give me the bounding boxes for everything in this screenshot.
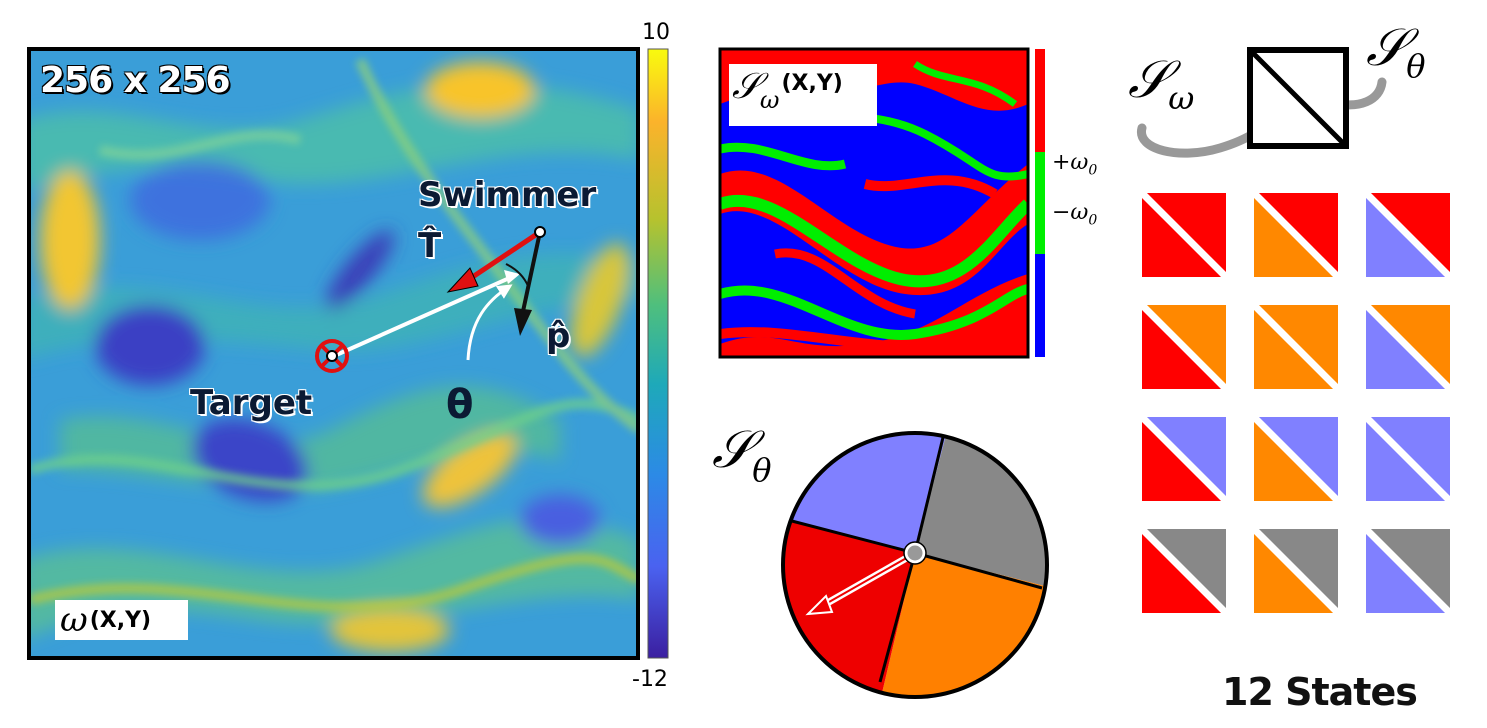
theta-pointer	[466, 284, 513, 361]
s-theta-symbol: 𝒮	[712, 420, 753, 480]
state-tile	[1363, 526, 1453, 616]
colorbar-max-label: 10	[642, 20, 670, 45]
field-label-box	[55, 600, 188, 640]
state-tile-divider	[1363, 302, 1453, 392]
state-tile-divider	[1139, 302, 1229, 392]
state-tile-divider	[1363, 414, 1453, 504]
state-tile	[1251, 190, 1341, 280]
state-tile-divider	[1251, 526, 1341, 616]
s-omega-panel	[718, 47, 1045, 359]
state-tile	[1139, 414, 1229, 504]
state-tile-divider	[1251, 190, 1341, 280]
legend-plus-text: +ω	[1052, 150, 1089, 175]
s-omega-label-box	[729, 64, 877, 126]
s-omega-colorbar-negative	[1035, 254, 1045, 357]
target-direction-arrowhead	[504, 270, 520, 284]
combo-theta-sub: θ	[1406, 47, 1426, 85]
state-grid	[1139, 190, 1453, 616]
state-tile-divider	[1363, 190, 1453, 280]
combo-label-theta: 𝒮 θ	[1366, 18, 1426, 85]
state-tile	[1363, 302, 1453, 392]
field-label-args: (X,Y)	[89, 607, 152, 633]
states-panel	[1137, 47, 1453, 616]
state-tile-divider	[1139, 526, 1229, 616]
theta-label: θ	[446, 382, 474, 428]
heading-arrowhead	[446, 267, 479, 293]
combo-omega-symbol: 𝒮	[1128, 50, 1169, 110]
legend-minus-text: −ω	[1052, 200, 1089, 225]
state-tile-divider	[1363, 526, 1453, 616]
omega-symbol: ω	[60, 600, 88, 640]
colorbar-min-label: -12	[632, 667, 668, 692]
legend-plus-sub: 0	[1088, 162, 1098, 179]
combo-legend	[1137, 47, 1387, 158]
field-label: ω (X,Y)	[60, 600, 151, 640]
state-tile-divider	[1251, 414, 1341, 504]
legend-plus-omega: +ω0	[1052, 150, 1097, 178]
vorticity-colorbar	[647, 48, 669, 659]
legend-minus-sub: 0	[1088, 212, 1098, 229]
target-icon	[315, 339, 349, 373]
heading-arrow	[466, 229, 542, 283]
s-theta-sub: θ	[752, 451, 772, 489]
state-tile-divider	[1251, 302, 1341, 392]
s-omega-colorbar-positive	[1035, 49, 1045, 152]
vorticity-field	[29, 49, 638, 658]
target-label: Target	[190, 383, 313, 423]
theta-angle-arc	[505, 263, 529, 287]
t-hat-label: T̂	[418, 226, 442, 266]
state-tile	[1139, 526, 1229, 616]
orientation-arrowhead	[514, 308, 532, 336]
state-tile-divider	[1139, 190, 1229, 280]
state-tile	[1251, 526, 1341, 616]
s-omega-args: (X,Y)	[781, 71, 843, 96]
orientation-arrow	[520, 231, 542, 317]
s-omega-label: 𝒮 ω (X,Y)	[732, 66, 843, 114]
target-direction-arrow	[333, 274, 515, 358]
s-theta-label: 𝒮 θ	[712, 420, 772, 489]
combo-omega-sub: ω	[1168, 79, 1195, 117]
states-caption: 12 States	[1222, 670, 1418, 714]
state-tile	[1363, 190, 1453, 280]
resolution-label: 256 x 256	[40, 60, 231, 101]
combo-label-omega: 𝒮 ω	[1128, 50, 1194, 117]
swimmer-label: Swimmer	[418, 175, 597, 215]
disk-center	[904, 542, 926, 564]
state-tile	[1251, 302, 1341, 392]
state-tile	[1139, 302, 1229, 392]
vorticity-panel	[27, 47, 669, 660]
s-omega-sub: ω	[759, 86, 780, 114]
orientation-arrow-disk	[805, 552, 912, 616]
state-tile	[1251, 414, 1341, 504]
legend-minus-omega: −ω0	[1052, 200, 1097, 228]
s-omega-frame	[718, 47, 1030, 359]
state-tile	[1139, 190, 1229, 280]
disk-outline	[781, 431, 1049, 699]
p-hat-label: p̂	[546, 316, 571, 356]
combo-theta-symbol: 𝒮	[1366, 18, 1407, 78]
s-theta-disk	[781, 431, 1049, 699]
state-tile-divider	[1139, 414, 1229, 504]
vorticity-field-frame	[27, 47, 640, 660]
s-omega-colorbar-zero	[1035, 152, 1045, 254]
s-omega-symbol: 𝒮	[732, 66, 760, 107]
state-tile	[1363, 414, 1453, 504]
swimmer-marker	[534, 226, 546, 238]
